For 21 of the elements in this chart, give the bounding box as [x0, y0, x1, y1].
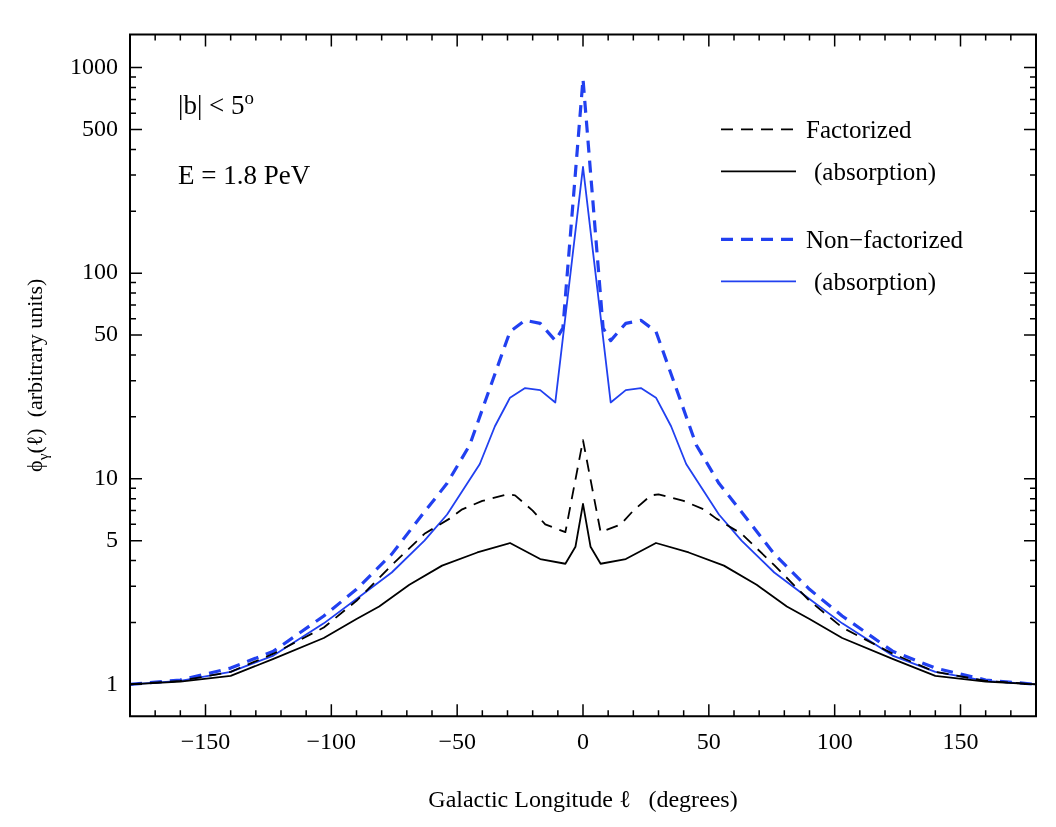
- y-tick-label: 1000: [70, 52, 118, 79]
- x-tick-label: −100: [306, 727, 357, 754]
- y-tick-label: 50: [94, 320, 118, 347]
- y-axis-title: ϕγ(ℓ) (arbitrary units): [22, 278, 51, 472]
- x-tick-label: −150: [180, 727, 231, 754]
- x-tick-label: −50: [438, 727, 476, 754]
- x-tick-label: 100: [816, 727, 853, 754]
- y-tick-label: 5: [106, 525, 118, 552]
- y-tick-label: 100: [82, 258, 118, 285]
- x-tick-label: 150: [942, 727, 979, 754]
- y-tick-label: 500: [82, 114, 118, 141]
- legend-label: (absorption): [814, 158, 937, 187]
- legend-label: Non−factorized: [806, 226, 964, 254]
- legend-label: Factorized: [806, 116, 913, 144]
- y-tick-label: 1: [106, 669, 118, 696]
- y-tick-label: 10: [94, 464, 118, 491]
- x-tick-label: 0: [577, 727, 589, 754]
- x-axis-title: Galactic Longitude ℓ (degrees): [428, 786, 738, 812]
- x-tick-label: 50: [696, 727, 721, 754]
- legend-label: (absorption): [814, 268, 937, 297]
- annotation: E = 1.8 PeV: [178, 160, 311, 191]
